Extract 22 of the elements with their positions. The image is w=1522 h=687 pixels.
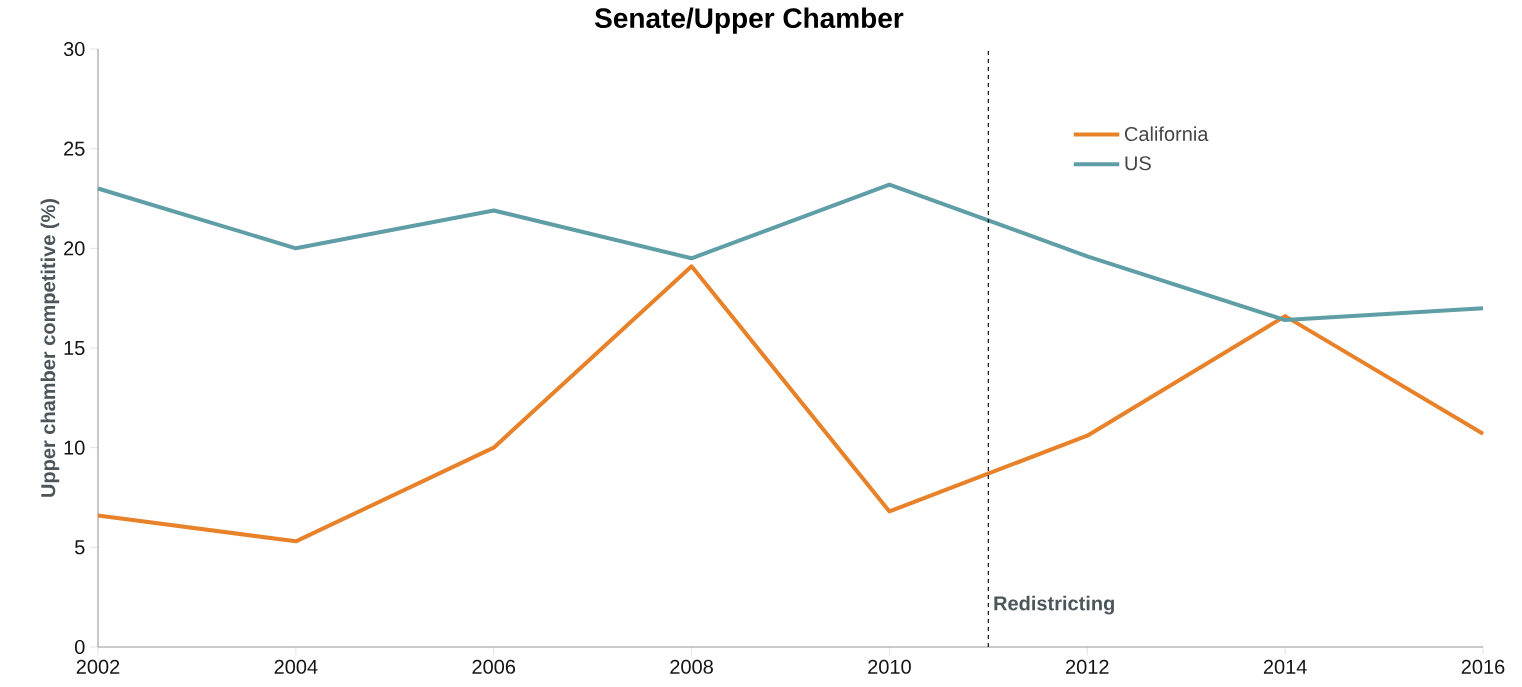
chart-title: Senate/Upper Chamber (594, 7, 904, 34)
x-tick-label: 2014 (1263, 659, 1307, 674)
x-tick-label: 2004 (274, 659, 318, 674)
x-tick-label: 2012 (1066, 659, 1109, 674)
y-tick-label: 0 (74, 639, 85, 655)
legend-label: California (1124, 126, 1209, 142)
y-tick-label: 5 (75, 540, 85, 555)
x-tick-label: 2016 (1461, 659, 1505, 674)
y-axis-title: Upper chamber competitive (%) (40, 198, 60, 497)
x-tick-label: 2006 (472, 659, 516, 674)
ref-line-label: Redistricting (994, 595, 1114, 615)
line-series (96, 264, 1485, 544)
legend-label: US (1125, 156, 1151, 171)
y-tick-label: 15 (64, 341, 85, 355)
y-tick-label: 30 (63, 41, 85, 57)
x-tick-label: 2010 (868, 659, 911, 674)
y-tick-label: 25 (64, 141, 85, 156)
y-tick-label: 20 (64, 241, 85, 256)
x-tick-label: 2008 (670, 659, 713, 674)
x-tick-label: 2002 (76, 659, 120, 674)
y-tick-label: 10 (64, 440, 85, 455)
line-series (96, 182, 1485, 323)
